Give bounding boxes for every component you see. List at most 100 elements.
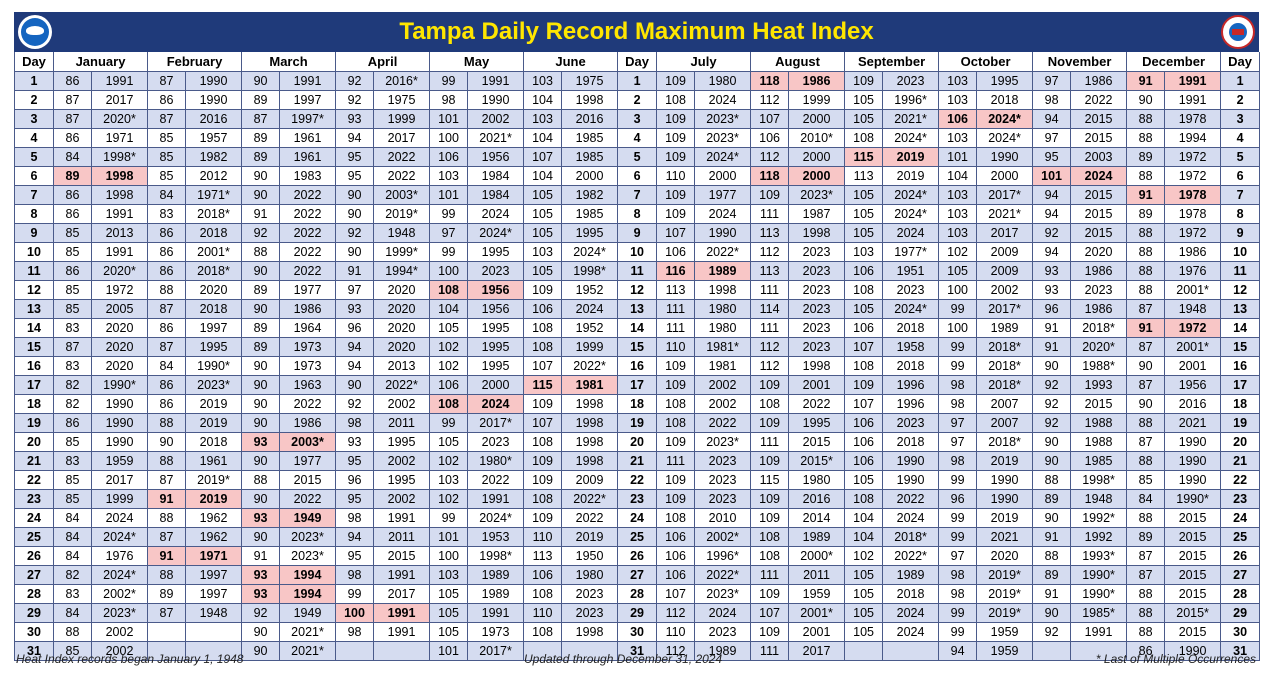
record-value: 103 <box>429 166 469 186</box>
record-value: 95 <box>335 489 375 509</box>
record-year: 1990 <box>1164 432 1222 452</box>
record-year: 2022 <box>279 261 337 281</box>
record-value: 93 <box>241 584 281 604</box>
record-year: 1977* <box>882 242 940 262</box>
day-number: 21 <box>617 451 658 471</box>
record-year: 1999* <box>373 242 431 262</box>
record-year: 2015 <box>788 432 846 452</box>
record-value: 99 <box>335 584 375 604</box>
record-value: 115 <box>523 375 563 395</box>
record-year: 2015 <box>1070 109 1128 129</box>
record-value: 105 <box>844 299 884 319</box>
record-year: 1989 <box>976 318 1034 338</box>
record-value: 87 <box>147 527 186 547</box>
record-year: 1994 <box>279 584 337 604</box>
record-year: 1991 <box>1070 622 1128 642</box>
day-number: 27 <box>14 565 54 585</box>
record-value: 95 <box>335 451 375 471</box>
record-year: 2021 <box>976 527 1034 547</box>
record-year: 2011 <box>373 527 431 547</box>
record-value: 106 <box>429 375 469 395</box>
table-row: 17 82 1990* 86 2023* 90 1963 90 2022* 106 2000 115 1… <box>14 375 1261 395</box>
record-value: 102 <box>844 546 884 566</box>
record-value: 106 <box>844 432 884 452</box>
day-number: 21 <box>14 451 54 471</box>
record-year: 1959 <box>976 641 1034 661</box>
record-value: 105 <box>844 565 884 585</box>
record-year: 2001* <box>1164 337 1222 357</box>
record-year: 2024 <box>694 603 752 623</box>
record-year: 2015 <box>373 546 431 566</box>
record-year: 2018* <box>1070 318 1128 338</box>
record-year: 2023* <box>184 375 243 395</box>
day-number: 17 <box>617 375 658 395</box>
day-number: 16 <box>14 356 54 376</box>
record-year: 2024* <box>467 508 525 528</box>
record-value: 115 <box>844 147 884 167</box>
record-value <box>147 622 186 642</box>
day-number: 4 <box>14 128 54 148</box>
record-year: 2002 <box>373 394 431 414</box>
record-year: 2021* <box>467 128 525 148</box>
record-value: 110 <box>656 622 696 642</box>
record-value: 108 <box>750 394 790 414</box>
record-value: 106 <box>523 299 563 319</box>
record-year: 1957 <box>184 128 243 148</box>
day-column-header: Day <box>14 52 54 72</box>
record-value: 94 <box>1032 204 1072 224</box>
record-value: 102 <box>429 451 469 471</box>
day-number: 5 <box>617 147 658 167</box>
record-value: 91 <box>1032 337 1072 357</box>
record-year: 1975 <box>373 90 431 110</box>
heat-index-table: Day January February March April May June Day Ju… <box>14 52 1261 661</box>
record-value: 90 <box>241 527 281 547</box>
record-year: 1978 <box>1164 204 1222 224</box>
record-value: 84 <box>53 527 92 547</box>
record-value: 110 <box>656 166 696 186</box>
record-value: 105 <box>938 261 978 281</box>
record-value: 107 <box>750 603 790 623</box>
record-value: 88 <box>53 622 92 642</box>
day-number: 15 <box>14 337 54 357</box>
table-row: 5 84 1998* 85 1982 89 1961 95 2022 106 1956 107 1985… <box>14 147 1261 167</box>
record-year: 2022 <box>279 394 337 414</box>
record-year: 2015 <box>1164 584 1222 604</box>
day-number: 31 <box>617 641 658 661</box>
record-value: 90 <box>241 261 281 281</box>
record-value: 109 <box>750 584 790 604</box>
record-year: 2019* <box>976 584 1034 604</box>
table-row: 2 87 2017 86 1990 89 1997 92 1975 98 1990 104 1998 2 1… <box>14 90 1261 110</box>
record-year: 2002 <box>373 451 431 471</box>
record-value: 92 <box>335 71 375 91</box>
record-year: 2017 <box>373 128 431 148</box>
record-value: 111 <box>656 299 696 319</box>
record-year: 1985 <box>561 204 619 224</box>
record-year <box>1070 641 1128 661</box>
record-year: 1952 <box>561 280 619 300</box>
record-year: 2024 <box>91 508 148 528</box>
record-year: 2024* <box>91 565 148 585</box>
record-value: 86 <box>53 71 92 91</box>
record-year: 2024 <box>561 299 619 319</box>
record-year: 1991 <box>91 71 148 91</box>
record-value: 105 <box>429 318 469 338</box>
record-year: 2024 <box>694 90 752 110</box>
record-year: 1985 <box>1070 451 1128 471</box>
day-number: 29 <box>1220 603 1261 623</box>
record-year: 1988* <box>1070 356 1128 376</box>
record-value: 93 <box>241 565 281 585</box>
record-value: 90 <box>241 413 281 433</box>
record-value: 85 <box>147 166 186 186</box>
record-year: 1996* <box>694 546 752 566</box>
record-year: 2023 <box>788 242 846 262</box>
day-number: 27 <box>617 565 658 585</box>
record-value: 91 <box>1032 527 1072 547</box>
record-year: 1997* <box>279 109 337 129</box>
record-year: 1996 <box>882 394 940 414</box>
record-year: 2022 <box>279 185 337 205</box>
record-year: 2019 <box>561 527 619 547</box>
day-number: 26 <box>617 546 658 566</box>
day-number: 19 <box>14 413 54 433</box>
day-number: 7 <box>14 185 54 205</box>
record-year: 1990 <box>882 451 940 471</box>
